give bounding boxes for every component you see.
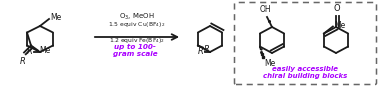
Text: R: R — [198, 46, 204, 56]
Text: R: R — [27, 46, 33, 56]
Text: easily accessible: easily accessible — [273, 66, 339, 72]
Text: R: R — [204, 45, 210, 54]
Text: Me: Me — [264, 60, 275, 68]
Text: Me: Me — [39, 46, 50, 55]
Text: 1.5 equiv Cu(BF$_4$)$_2$: 1.5 equiv Cu(BF$_4$)$_2$ — [108, 20, 166, 29]
FancyBboxPatch shape — [234, 3, 376, 84]
Text: up to 100-: up to 100- — [114, 44, 156, 50]
Text: OH: OH — [259, 5, 271, 14]
Text: Me: Me — [50, 13, 61, 23]
Text: R: R — [20, 56, 26, 66]
Text: O: O — [334, 4, 341, 13]
Text: Me: Me — [334, 21, 345, 30]
Text: gram scale: gram scale — [113, 51, 157, 57]
Text: chiral building blocks: chiral building blocks — [263, 73, 348, 79]
Text: 1.2 equiv Fe(BF$_4$)$_2$: 1.2 equiv Fe(BF$_4$)$_2$ — [109, 36, 165, 45]
Text: O$_3$, MeOH: O$_3$, MeOH — [119, 12, 155, 22]
